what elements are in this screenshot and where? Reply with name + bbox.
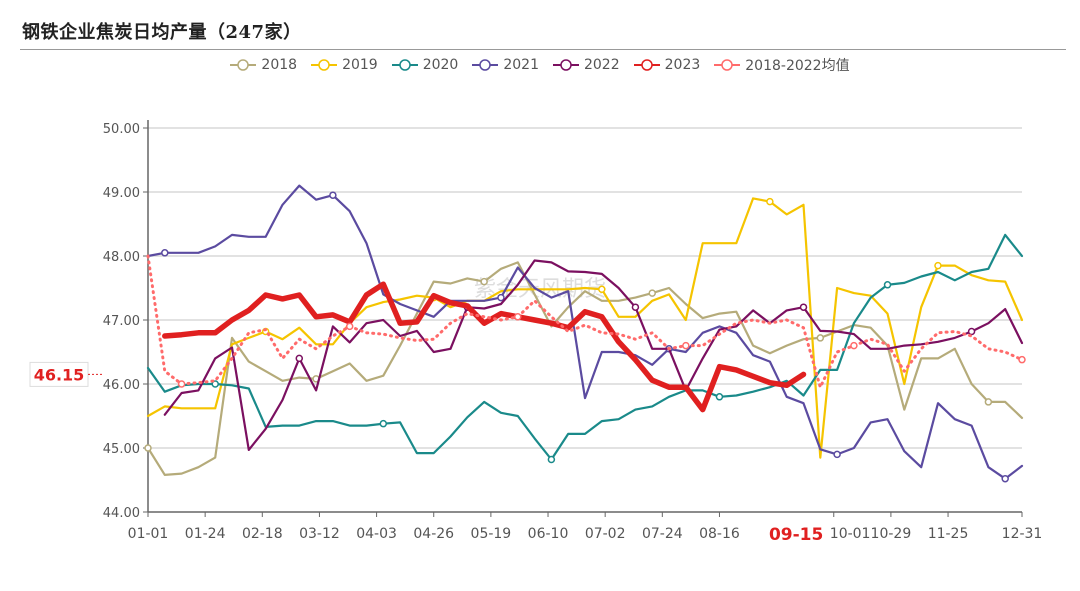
data-point-2018-2022均值 [177, 380, 186, 388]
data-point-2021 [161, 249, 169, 257]
x-tick-label: 02-18 [242, 526, 283, 542]
x-tick-label: 04-26 [413, 526, 454, 542]
data-point-2019 [766, 197, 774, 206]
data-point-2020 [883, 281, 892, 289]
legend-marker-icon [552, 59, 579, 71]
y-tick-label: 50.00 [103, 122, 140, 137]
x-tick-label: 10-29 [871, 526, 912, 542]
series-line-2018-2022均值 [146, 254, 1024, 389]
series-line-2020 [146, 233, 1024, 461]
chart-legend: 2018 2019 2020 2021 2022 2023 2018-2022均值 [0, 55, 1080, 75]
x-tick-label: 01-24 [185, 526, 226, 542]
highlight-x-label: 09-15 [769, 525, 823, 545]
data-point-2018-2022均值 [345, 322, 354, 331]
legend-label: 2022 [583, 57, 620, 73]
y-tick-label: 49.00 [103, 186, 140, 201]
data-point-2021 [1001, 474, 1009, 483]
legend-label: 2021 [503, 57, 539, 73]
legend-marker-icon [714, 59, 741, 71]
x-tick-label: 07-02 [585, 526, 626, 542]
data-point-2018-2022均值 [850, 341, 858, 350]
legend-marker-icon [391, 59, 418, 71]
series-line-2022 [163, 259, 1024, 451]
legend-label: 2019 [342, 57, 378, 73]
data-point-2018-2022均值 [1018, 355, 1026, 364]
y-tick-label: 48.00 [103, 250, 140, 265]
legend-item[interactable]: 2022 [552, 55, 620, 75]
y-tick-label: 46.00 [103, 378, 140, 393]
data-point-2021 [497, 293, 505, 302]
y-tick-label: 47.00 [103, 314, 140, 329]
legend-marker-icon [311, 59, 338, 71]
legend-label: 2018 [261, 57, 298, 73]
x-tick-label: 04-03 [356, 526, 397, 542]
data-point-2018-2022均值 [514, 313, 522, 321]
data-point-2020 [547, 455, 556, 464]
chart-title: 钢铁企业焦炭日均产量（247家） [22, 22, 302, 43]
y-tick-label: 44.00 [103, 506, 140, 521]
data-point-2019 [934, 261, 942, 270]
series-line-2023 [162, 281, 807, 413]
data-point-2018 [984, 398, 993, 406]
highlight-y-box [29, 361, 89, 387]
legend-item[interactable]: 2020 [391, 55, 459, 75]
legend-marker-icon [230, 59, 257, 71]
x-tick-label: 11-25 [928, 526, 969, 542]
data-point-2020 [715, 393, 724, 401]
data-point-2022 [631, 303, 640, 311]
data-point-2018 [816, 334, 825, 342]
x-tick-label: 12-31 [1002, 526, 1043, 542]
data-point-2020 [211, 380, 219, 388]
legend-label: 2020 [422, 57, 459, 73]
x-tick-label: 01-01 [128, 526, 169, 542]
data-point-2018 [648, 289, 656, 297]
data-point-2018 [480, 277, 488, 286]
highlight-y-label: 46.15 [34, 365, 85, 384]
x-tick-label: 06-10 [528, 526, 569, 542]
x-tick-label: 08-16 [699, 526, 740, 542]
x-tick-label: 03-12 [299, 526, 340, 542]
legend-label: 2023 [664, 57, 701, 73]
data-point-2020 [379, 419, 388, 428]
data-point-2022 [799, 303, 808, 311]
x-tick-label: 05-19 [471, 526, 512, 542]
legend-item[interactable]: 2018-2022均值 [714, 55, 850, 75]
x-tick-label: 07-24 [642, 526, 683, 542]
legend-marker-icon [633, 59, 660, 71]
series-line-2018 [146, 261, 1024, 476]
legend-item[interactable]: 2021 [472, 55, 539, 75]
series-line-2021 [146, 184, 1024, 480]
y-tick-label: 45.00 [103, 442, 140, 457]
data-point-2022 [967, 327, 976, 336]
legend-marker-icon [472, 59, 499, 71]
x-tick-label: 10-01 [830, 526, 871, 542]
data-point-2018 [144, 444, 152, 452]
legend-item[interactable]: 2019 [311, 55, 378, 75]
data-point-2019 [598, 285, 606, 294]
legend-label: 2018-2022均值 [745, 58, 850, 74]
data-point-2021 [329, 191, 337, 199]
series-line-2019 [146, 197, 1024, 459]
data-point-2022 [295, 354, 304, 363]
data-point-2018-2022均值 [682, 341, 690, 350]
legend-item[interactable]: 2023 [633, 55, 701, 75]
legend-item[interactable]: 2018 [230, 55, 297, 75]
title-divider [20, 49, 1066, 50]
data-point-2021 [833, 450, 841, 459]
